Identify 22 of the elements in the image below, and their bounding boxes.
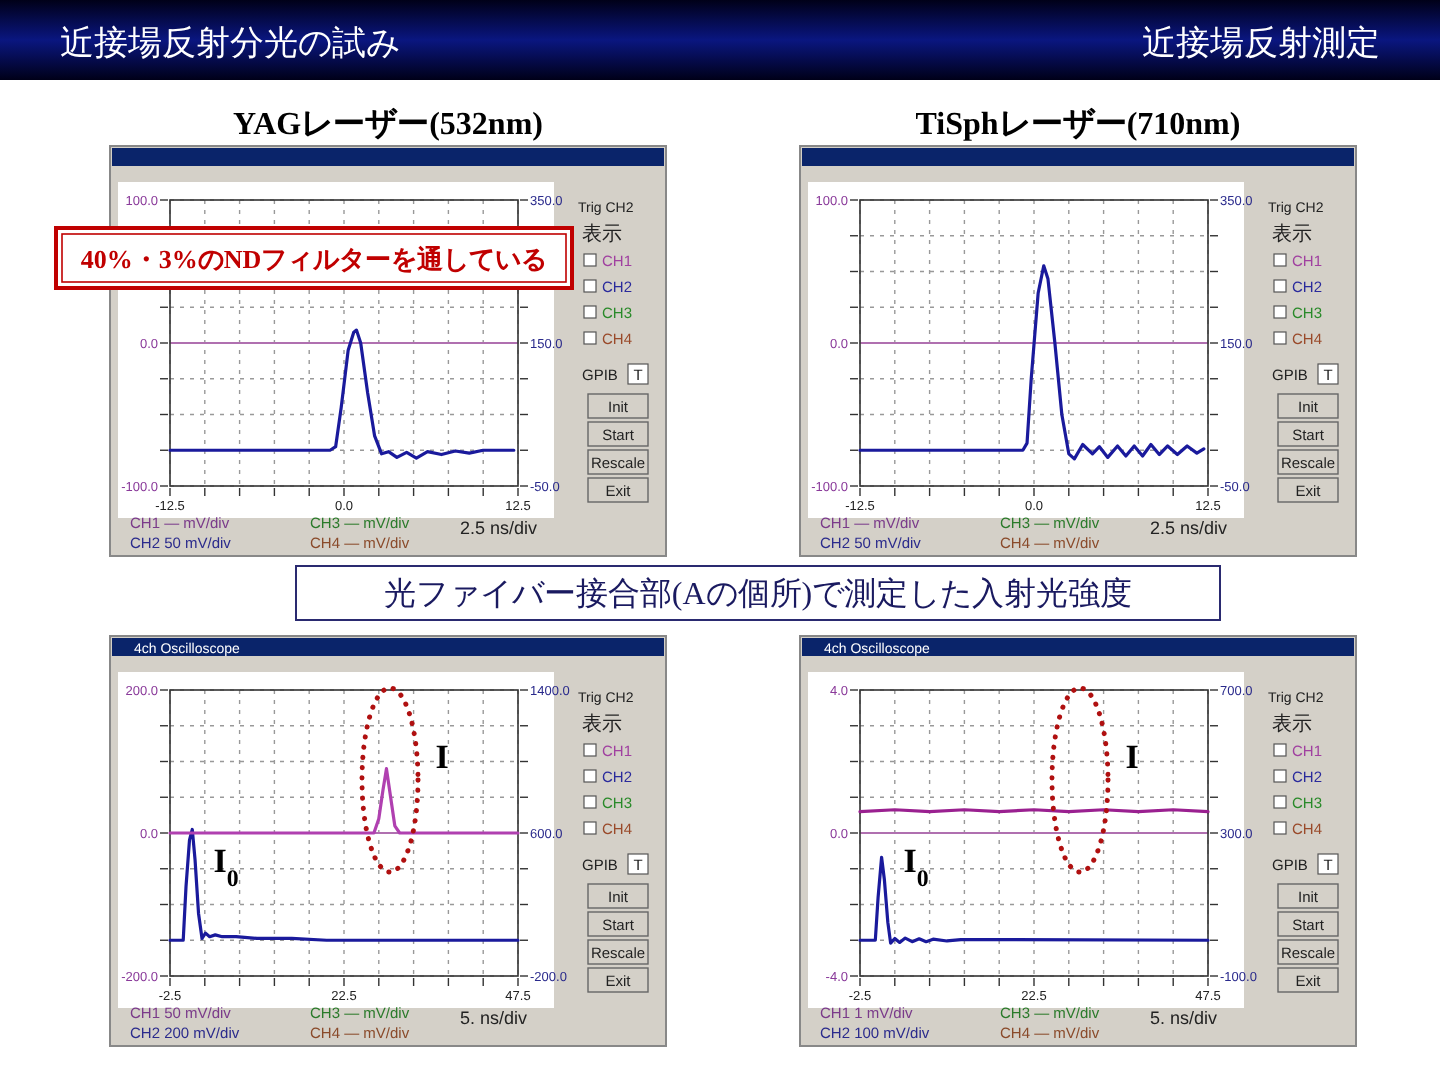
annotation: 40%・3%のNDフィルターを通している [80, 244, 548, 274]
annotation: I [1125, 738, 1140, 776]
line-series [858, 264, 1206, 461]
text: 2.5 ns/div [1150, 518, 1229, 538]
text: 2.5 ns/div [460, 518, 539, 538]
line-series [168, 827, 520, 942]
text: 光ファイバー接合部(Aの個所)で測定した入射光強度 [383, 576, 1133, 612]
line-series [168, 328, 516, 460]
text: 表示 [582, 222, 622, 246]
annotation: I$_{0}$ [903, 842, 929, 892]
text: 表示 [1272, 712, 1312, 736]
text: 近接場反射測定 [1142, 24, 1380, 62]
text: 5. ns/div [460, 1008, 529, 1028]
annotation: I$_{0}$ [213, 842, 239, 892]
annotation: I [435, 738, 450, 776]
text: 表示 [582, 712, 622, 736]
text: 近接場反射分光の試み [60, 24, 400, 62]
text: 5. ns/div [1150, 1008, 1219, 1028]
chart-title: YAGレーザー(532nm) [233, 106, 543, 142]
text: 表示 [1272, 222, 1312, 246]
chart-title: TiSphレーザー(710nm) [915, 106, 1241, 142]
line-series [168, 767, 520, 835]
